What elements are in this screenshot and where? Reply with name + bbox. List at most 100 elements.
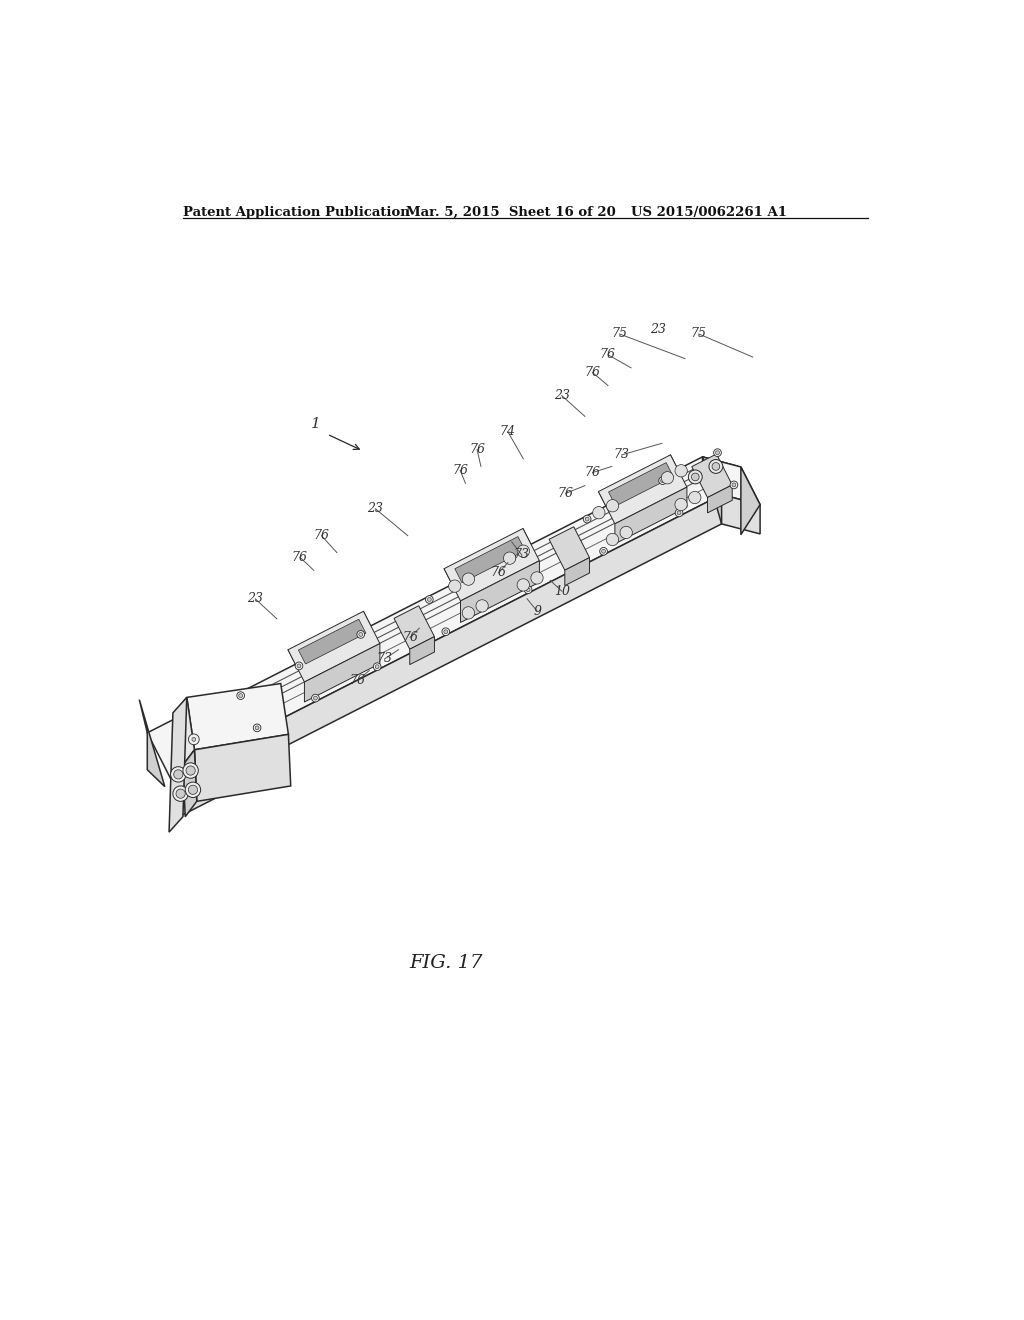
Text: 76: 76 [453,463,468,477]
Polygon shape [183,750,197,817]
Circle shape [600,548,607,556]
Text: Mar. 5, 2015  Sheet 16 of 20: Mar. 5, 2015 Sheet 16 of 20 [407,206,616,219]
Polygon shape [608,462,673,506]
Circle shape [688,491,701,504]
Circle shape [517,545,529,557]
Polygon shape [288,611,380,682]
Circle shape [358,632,362,636]
Circle shape [255,726,259,730]
Polygon shape [444,528,540,601]
Circle shape [297,664,301,668]
Circle shape [602,549,605,553]
Circle shape [712,462,720,470]
Text: FIG. 17: FIG. 17 [410,954,483,972]
Circle shape [311,694,319,702]
Circle shape [660,479,665,483]
Text: 23: 23 [248,593,263,606]
Circle shape [709,459,723,474]
Polygon shape [394,606,434,649]
Circle shape [426,595,433,603]
Circle shape [584,515,591,523]
Circle shape [237,692,245,700]
Polygon shape [455,537,525,582]
Polygon shape [692,454,732,498]
Polygon shape [722,495,760,533]
Polygon shape [139,700,165,787]
Circle shape [526,587,530,591]
Text: 23: 23 [650,323,666,335]
Circle shape [374,663,381,671]
Circle shape [188,734,200,744]
Circle shape [313,696,317,700]
Circle shape [239,694,243,697]
Circle shape [620,527,633,539]
Circle shape [188,785,198,795]
Text: 73: 73 [514,548,529,561]
Text: 76: 76 [490,566,507,579]
Circle shape [176,789,185,799]
Polygon shape [702,457,739,499]
Text: 73: 73 [613,449,630,462]
Circle shape [606,499,618,512]
Circle shape [476,599,488,612]
Polygon shape [174,697,195,766]
Text: 10: 10 [554,585,569,598]
Polygon shape [722,466,737,495]
Polygon shape [169,697,186,832]
Circle shape [606,533,618,545]
Text: 74: 74 [500,425,516,438]
Polygon shape [614,487,687,544]
Circle shape [585,517,589,521]
Circle shape [357,631,365,639]
Circle shape [508,553,515,561]
Polygon shape [702,457,760,504]
Polygon shape [702,457,737,524]
Circle shape [730,480,737,488]
Text: 76: 76 [600,348,616,362]
Polygon shape [741,467,760,535]
Text: 75: 75 [611,327,628,341]
Polygon shape [186,684,289,750]
Circle shape [462,573,475,585]
Circle shape [375,665,379,669]
Text: 75: 75 [691,327,707,341]
Circle shape [675,465,687,477]
Polygon shape [708,484,732,513]
Polygon shape [215,457,722,743]
Circle shape [191,738,196,742]
Text: 76: 76 [292,550,308,564]
Circle shape [688,470,702,484]
Circle shape [171,767,186,781]
Circle shape [675,499,687,511]
Polygon shape [234,495,722,772]
Polygon shape [549,527,590,570]
Text: Patent Application Publication: Patent Application Publication [183,206,410,219]
Circle shape [714,449,721,457]
Circle shape [662,471,674,484]
Text: 23: 23 [368,502,383,515]
Circle shape [504,552,516,565]
Text: 23: 23 [554,389,569,403]
Circle shape [173,785,188,801]
Text: 76: 76 [469,444,485,455]
Polygon shape [461,561,540,623]
Circle shape [186,766,196,775]
Circle shape [295,663,303,669]
Circle shape [716,450,720,454]
Circle shape [675,510,683,516]
Text: 76: 76 [558,487,573,500]
Circle shape [593,507,605,519]
Polygon shape [298,619,366,664]
Text: 1: 1 [310,417,321,432]
Circle shape [677,511,681,515]
Text: 76: 76 [585,366,600,379]
Text: 9: 9 [534,605,541,618]
Text: 76: 76 [313,529,330,543]
Circle shape [691,473,699,480]
Circle shape [658,477,667,484]
Polygon shape [173,750,238,820]
Circle shape [517,578,529,591]
Polygon shape [565,557,590,586]
Circle shape [732,483,736,487]
Text: 76: 76 [402,631,418,644]
